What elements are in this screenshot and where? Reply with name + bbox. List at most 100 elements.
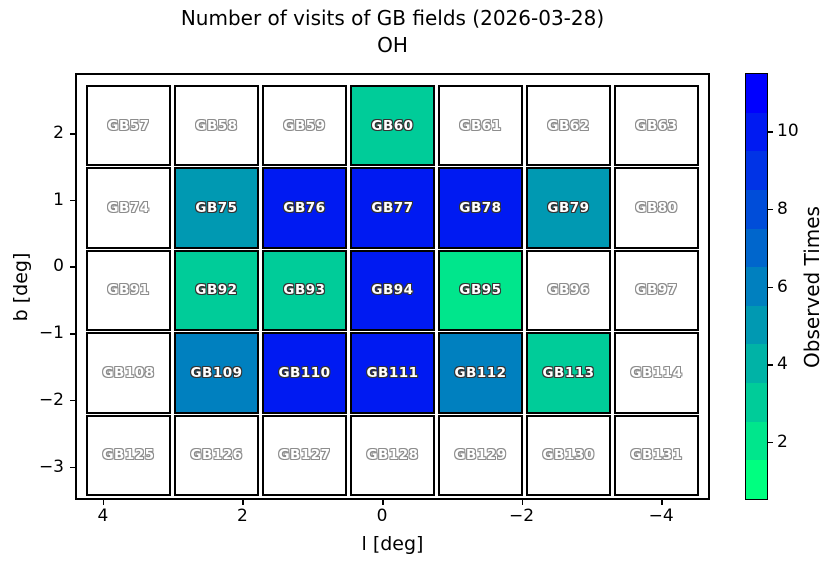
colorbar-segment-8	[746, 189, 767, 229]
field-label: GB125	[102, 447, 155, 464]
field-cell-GB95: GB95	[438, 249, 523, 332]
field-cell-GB93: GB93	[262, 249, 347, 332]
field-label: GB108	[102, 364, 155, 381]
field-label: GB128	[366, 447, 419, 464]
field-cell-GB130: GB130	[526, 414, 611, 496]
colorbar-tick-mark	[768, 364, 773, 366]
field-cell-GB78: GB78	[438, 167, 523, 249]
field-cell-GB131: GB131	[614, 414, 699, 496]
field-label: GB60	[371, 117, 414, 134]
y-tick-mark	[70, 199, 75, 202]
colorbar-tick-label: 6	[777, 276, 788, 297]
colorbar-segment-4	[746, 344, 767, 384]
field-cell-GB76: GB76	[262, 167, 347, 249]
field-cell-GB127: GB127	[262, 414, 347, 496]
colorbar-tick-mark	[768, 208, 773, 211]
field-label: GB78	[459, 200, 502, 217]
field-cell-GB96: GB96	[526, 249, 611, 332]
x-tick-label: 4	[97, 506, 109, 526]
colorbar-label: Observed Times	[800, 206, 824, 368]
x-tick-label: −4	[648, 506, 674, 526]
colorbar-tick-mark	[768, 286, 773, 288]
field-label: GB126	[190, 447, 243, 464]
field-cell-GB108: GB108	[86, 332, 171, 414]
field-label: GB91	[107, 282, 150, 299]
y-tick-label: −2	[38, 389, 64, 410]
field-cell-GB57: GB57	[86, 85, 171, 167]
y-tick-mark	[70, 266, 75, 268]
chart-title-block: Number of visits of GB fields (2026-03-2…	[75, 5, 710, 59]
field-cell-GB79: GB79	[526, 167, 611, 249]
field-label: GB58	[195, 117, 238, 134]
y-tick-mark	[70, 133, 75, 135]
x-tick-label: 2	[237, 506, 248, 526]
field-label: GB59	[283, 117, 326, 134]
field-cell-GB92: GB92	[174, 249, 259, 332]
y-tick-mark	[70, 466, 75, 469]
field-cell-GB129: GB129	[438, 414, 523, 496]
colorbar-segment-10	[746, 112, 767, 152]
colorbar-tick-mark	[768, 131, 773, 133]
field-label: GB75	[195, 200, 238, 217]
y-tick-label: 2	[53, 123, 64, 144]
field-cell-GB111: GB111	[350, 332, 435, 414]
field-cell-GB94: GB94	[350, 249, 435, 332]
x-tick-mark	[521, 500, 524, 505]
colorbar-tick-label: 2	[777, 431, 788, 452]
x-tick-mark	[661, 500, 663, 505]
colorbar	[745, 73, 768, 500]
field-cell-GB63: GB63	[614, 85, 699, 167]
field-label: GB76	[283, 200, 326, 217]
field-cell-GB126: GB126	[174, 414, 259, 496]
field-cell-GB59: GB59	[262, 85, 347, 167]
chart-title: Number of visits of GB fields (2026-03-2…	[180, 6, 605, 30]
field-label: GB109	[190, 364, 243, 381]
field-label: GB63	[635, 117, 678, 134]
field-label: GB113	[542, 364, 595, 381]
field-cell-GB109: GB109	[174, 332, 259, 414]
field-label: GB92	[195, 282, 238, 299]
field-label: GB79	[547, 200, 590, 217]
field-cell-GB62: GB62	[526, 85, 611, 167]
field-label: GB114	[630, 364, 683, 381]
x-tick-label: 0	[376, 506, 388, 526]
field-label: GB61	[459, 117, 502, 134]
field-label: GB131	[630, 447, 683, 464]
field-label: GB129	[454, 447, 507, 464]
x-tick-mark	[382, 500, 384, 505]
field-label: GB62	[547, 117, 590, 134]
plot-area: GB57 GB58 GB59 GB60 GB61 GB62 GB63 GB74 GB75 GB76…	[75, 73, 710, 500]
x-tick-mark	[242, 500, 244, 505]
field-cell-GB77: GB77	[350, 167, 435, 249]
field-label: GB95	[459, 282, 502, 299]
field-cell-GB58: GB58	[174, 85, 259, 167]
field-grid: GB57 GB58 GB59 GB60 GB61 GB62 GB63 GB74 GB75 GB76…	[86, 85, 699, 496]
colorbar-tick-label: 8	[777, 198, 788, 219]
field-label: GB127	[278, 447, 331, 464]
field-cell-GB113: GB113	[526, 332, 611, 414]
field-label: GB111	[366, 364, 419, 381]
field-cell-GB114: GB114	[614, 332, 699, 414]
field-label: GB130	[542, 447, 595, 464]
chart-subtitle: OH	[377, 33, 408, 57]
field-label: GB112	[454, 364, 507, 381]
colorbar-segment-6	[746, 267, 767, 306]
field-label: GB74	[107, 200, 150, 217]
field-cell-GB75: GB75	[174, 167, 259, 249]
x-tick-label: −2	[509, 506, 535, 526]
colorbar-segment-7	[746, 228, 767, 268]
colorbar-segment-3	[746, 383, 767, 422]
field-cell-GB125: GB125	[86, 414, 171, 496]
field-label: GB77	[371, 200, 414, 217]
field-cell-GB128: GB128	[350, 414, 435, 496]
y-tick-mark	[70, 399, 75, 402]
x-tick-mark	[102, 500, 105, 505]
colorbar-tick-label: 4	[777, 354, 788, 375]
field-cell-GB80: GB80	[614, 167, 699, 249]
field-label: GB57	[107, 117, 150, 134]
field-label: GB110	[278, 364, 331, 381]
colorbar-tick-label: 10	[777, 121, 799, 142]
y-tick-label: 1	[53, 189, 64, 210]
y-tick-label: −3	[38, 456, 64, 477]
